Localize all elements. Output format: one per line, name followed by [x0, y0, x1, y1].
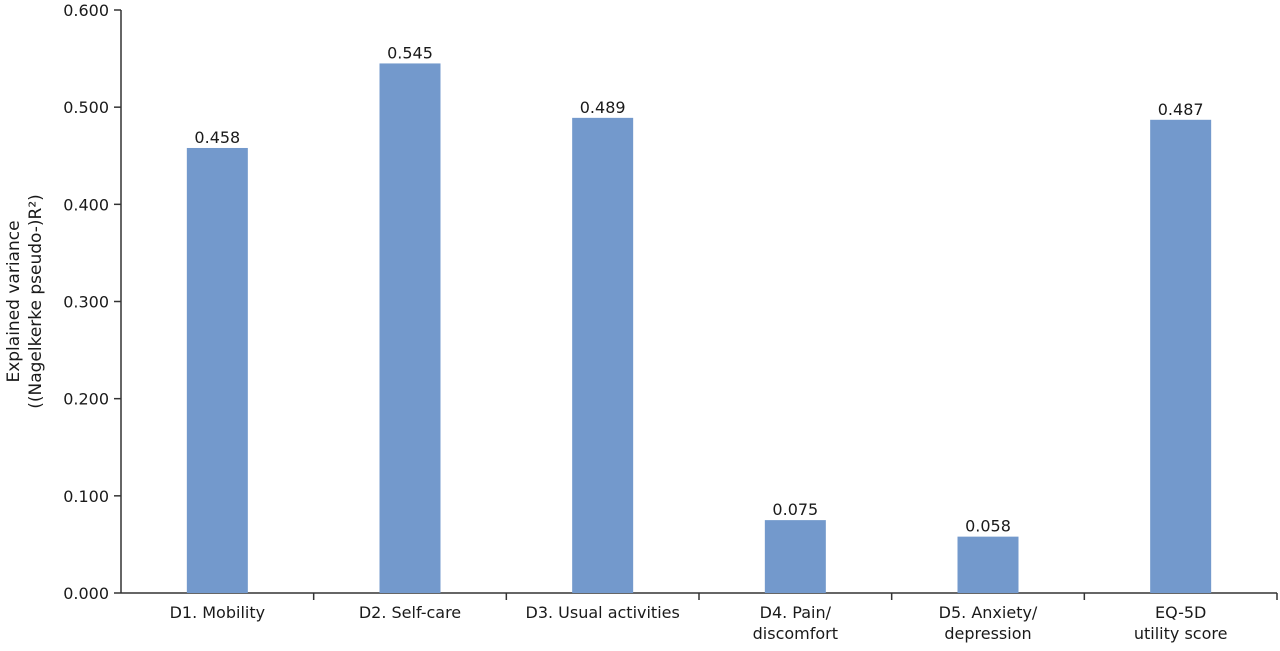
x-category-label-line: D5. Anxiety/ [939, 603, 1038, 622]
y-tick-label: 0.300 [63, 293, 109, 312]
x-category-label: D3. Usual activities [526, 603, 680, 622]
bar-value-label: 0.545 [387, 43, 433, 62]
y-tick-label: 0.400 [63, 195, 109, 214]
bar-value-label: 0.075 [772, 500, 818, 519]
bar [186, 147, 248, 593]
x-category-label-line: D3. Usual activities [526, 603, 680, 622]
x-category-label-line: D4. Pain/ [760, 603, 832, 622]
bars: 0.458 0.545 0.489 0.075 0.058 0.487 [186, 43, 1212, 594]
x-category-label-line: D1. Mobility [170, 603, 266, 622]
y-tick-label: 0.000 [63, 584, 109, 603]
y-axis-title-text: Explained variance ((Nagelkerke pseudo-)R… [4, 194, 46, 409]
y-axis: 0.000 0.100 0.200 0.300 0.400 0.500 0.600 [63, 1, 122, 603]
y-tick-label: 0.500 [63, 98, 109, 117]
x-category-label-line: EQ-5D [1155, 603, 1206, 622]
bar-value-label: 0.458 [194, 128, 240, 147]
y-tick-label: 0.200 [63, 390, 109, 409]
bar-value-label: 0.487 [1158, 100, 1204, 119]
bar [379, 63, 441, 594]
y-axis-title: Explained variance ((Nagelkerke pseudo-)R… [4, 194, 46, 409]
x-category-label: EQ-5D utility score [1134, 603, 1228, 643]
x-category-label-line: depression [944, 624, 1031, 643]
x-category-label: D5. Anxiety/depression [939, 603, 1038, 643]
x-category-label-line: D2. Self-care [359, 603, 461, 622]
x-category-label: D4. Pain/discomfort [753, 603, 838, 643]
x-category-label: D1. Mobility [170, 603, 266, 622]
y-axis-title-line: ((Nagelkerke pseudo-)R²) [26, 194, 46, 409]
x-category-label: D2. Self-care [359, 603, 461, 622]
bar [764, 520, 826, 593]
x-axis: D1. Mobility D2. Self-care D3. Usual activ… [121, 592, 1278, 643]
bar [1150, 119, 1212, 593]
x-category-label-line: utility score [1134, 624, 1228, 643]
y-axis-title-line: Explained variance [4, 220, 24, 382]
bar-value-label: 0.489 [580, 98, 626, 117]
bar [957, 536, 1019, 593]
bar-value-label: 0.058 [965, 517, 1011, 536]
y-tick-label: 0.100 [63, 487, 109, 506]
x-category-label-line: discomfort [753, 624, 838, 643]
bar [572, 117, 634, 593]
y-tick-label: 0.600 [63, 1, 109, 20]
